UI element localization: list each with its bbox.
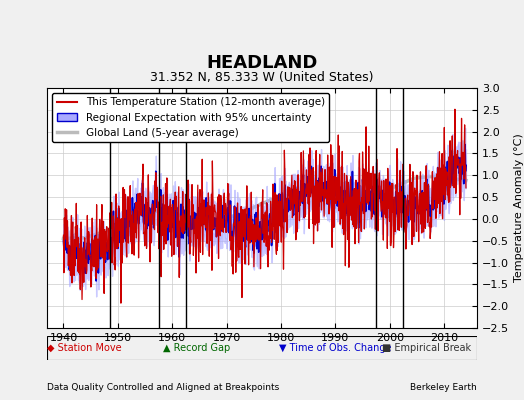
Text: HEADLAND: HEADLAND <box>206 54 318 72</box>
Text: ◆ Station Move: ◆ Station Move <box>47 343 122 353</box>
Text: Berkeley Earth: Berkeley Earth <box>410 383 477 392</box>
Text: 31.352 N, 85.333 W (United States): 31.352 N, 85.333 W (United States) <box>150 71 374 84</box>
Text: ▲ Record Gap: ▲ Record Gap <box>163 343 231 353</box>
Text: ▼ Time of Obs. Change: ▼ Time of Obs. Change <box>279 343 391 353</box>
Text: ■ Empirical Break: ■ Empirical Break <box>383 343 472 353</box>
Text: Data Quality Controlled and Aligned at Breakpoints: Data Quality Controlled and Aligned at B… <box>47 383 279 392</box>
Y-axis label: Temperature Anomaly (°C): Temperature Anomaly (°C) <box>515 134 524 282</box>
Legend: This Temperature Station (12-month average), Regional Expectation with 95% uncer: This Temperature Station (12-month avera… <box>52 93 329 142</box>
